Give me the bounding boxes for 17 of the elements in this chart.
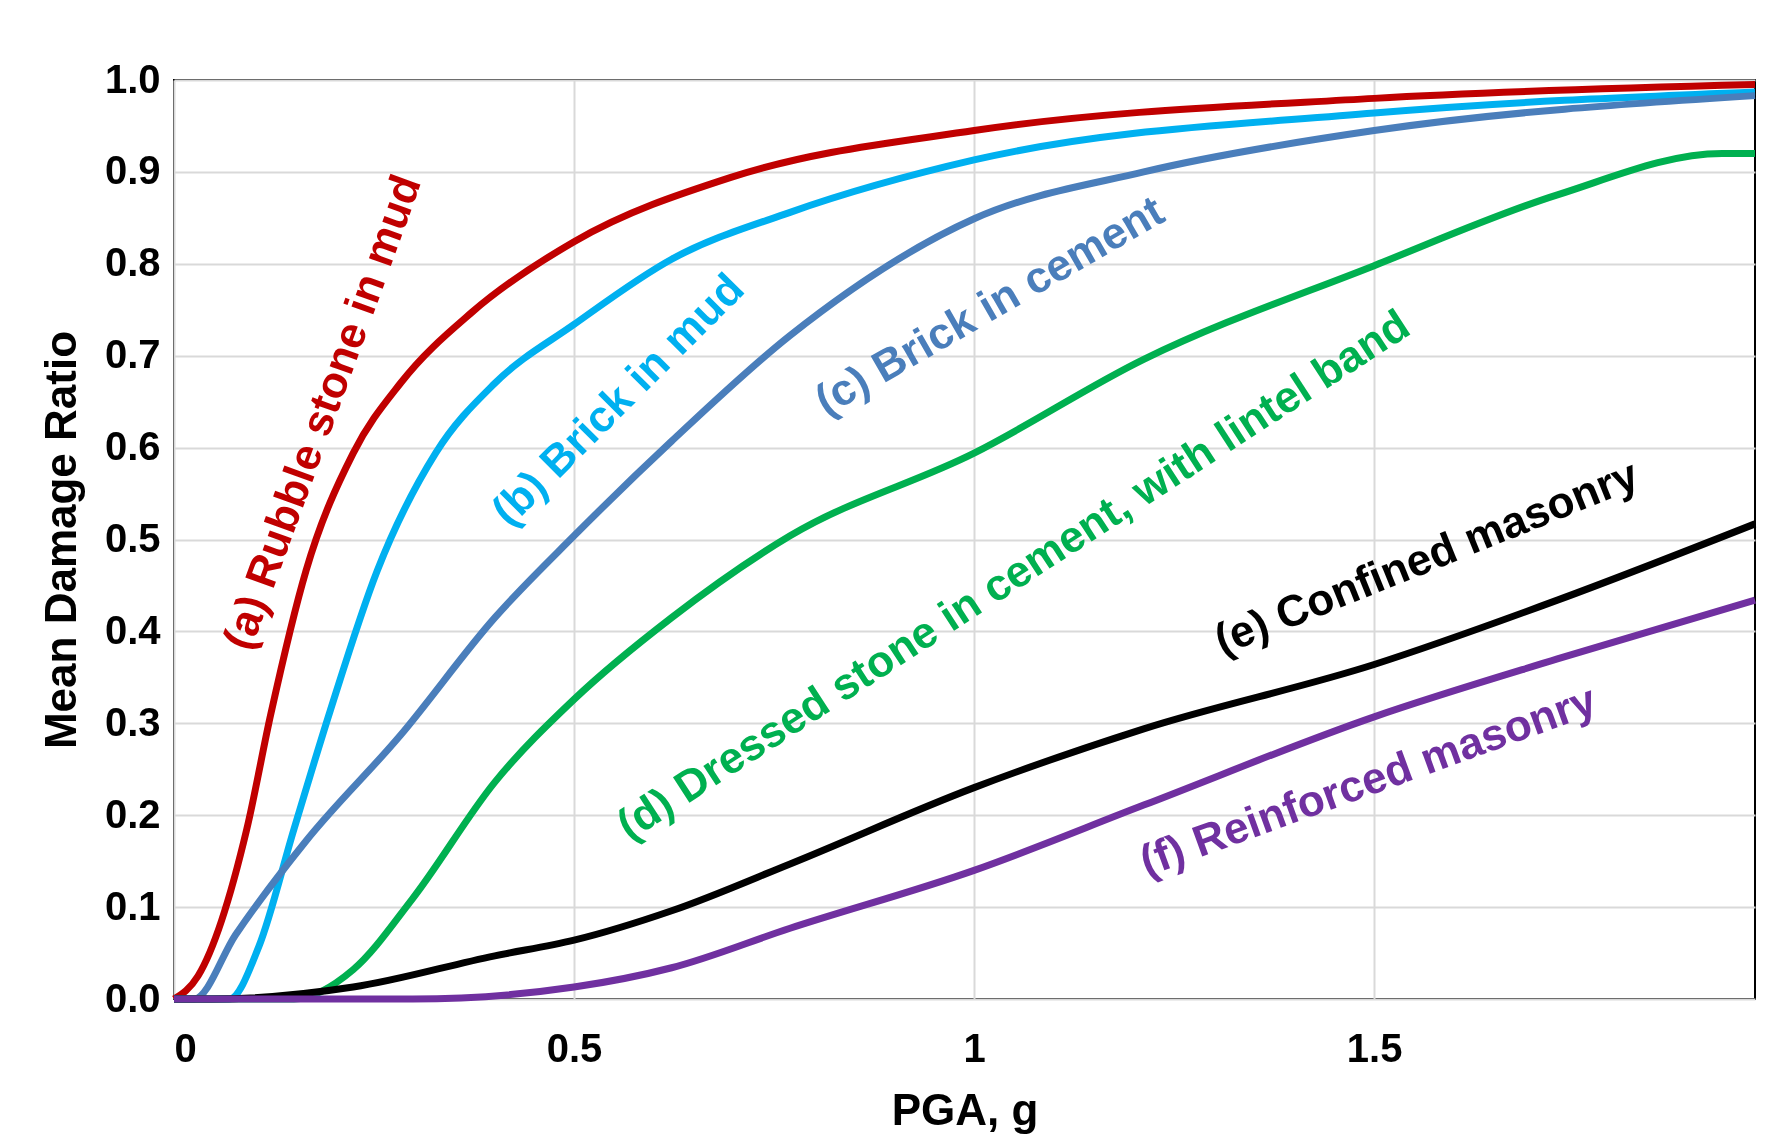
- y-tick-label: 0.4: [104, 607, 162, 652]
- x-axis-title: PGA, g: [891, 1084, 1039, 1134]
- y-tick-label: 0.6: [104, 424, 161, 469]
- y-axis-title: Mean Damage Ratio: [35, 330, 85, 750]
- y-tick-label: 0.9: [104, 148, 161, 193]
- y-tick-label: 0.5: [104, 516, 161, 560]
- y-tick-label: 0.3: [104, 699, 161, 744]
- x-tick-label: 0: [174, 1025, 197, 1070]
- y-tick-label: 1.0: [104, 56, 161, 101]
- x-tick-label: 1: [963, 1025, 986, 1070]
- y-tick-label: 0.0: [104, 975, 161, 1020]
- x-tick-label: 1.5: [1346, 1025, 1403, 1070]
- y-tick-label: 0.7: [104, 332, 161, 377]
- y-tick-label: 0.2: [104, 791, 161, 836]
- y-tick-label: 0.8: [104, 240, 161, 285]
- y-tick-label: 0.1: [104, 883, 161, 928]
- x-tick-label: 0.5: [546, 1025, 603, 1070]
